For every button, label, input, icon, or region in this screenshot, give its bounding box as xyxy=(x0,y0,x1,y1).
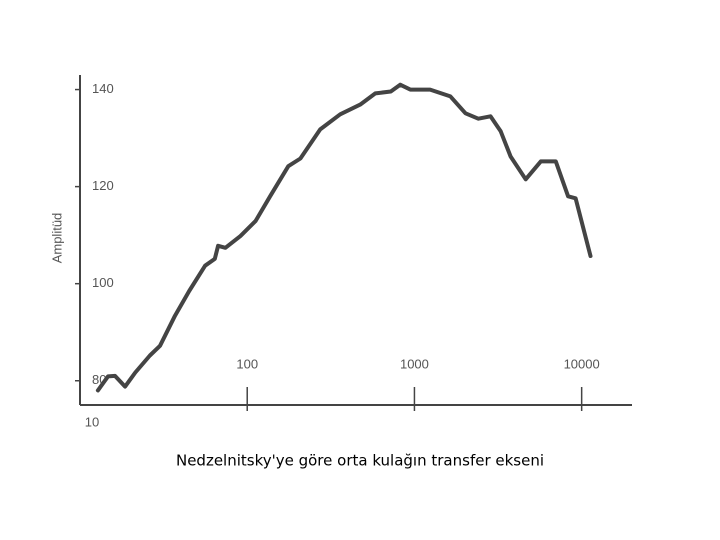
x-tick-label: 10 xyxy=(85,414,99,429)
x-tick-label: 10000 xyxy=(564,356,600,371)
y-tick-label: 120 xyxy=(92,178,114,193)
line xyxy=(95,82,593,393)
x-tick-label: 100 xyxy=(236,356,258,371)
y-axis-label: Amplitüd xyxy=(49,213,64,264)
y-tick-label: 140 xyxy=(92,81,114,96)
y-tick-label: 100 xyxy=(92,275,114,290)
x-tick-label: 1000 xyxy=(400,356,429,371)
caption: Nedzelnitsky'ye göre orta kulağın transf… xyxy=(176,452,544,470)
